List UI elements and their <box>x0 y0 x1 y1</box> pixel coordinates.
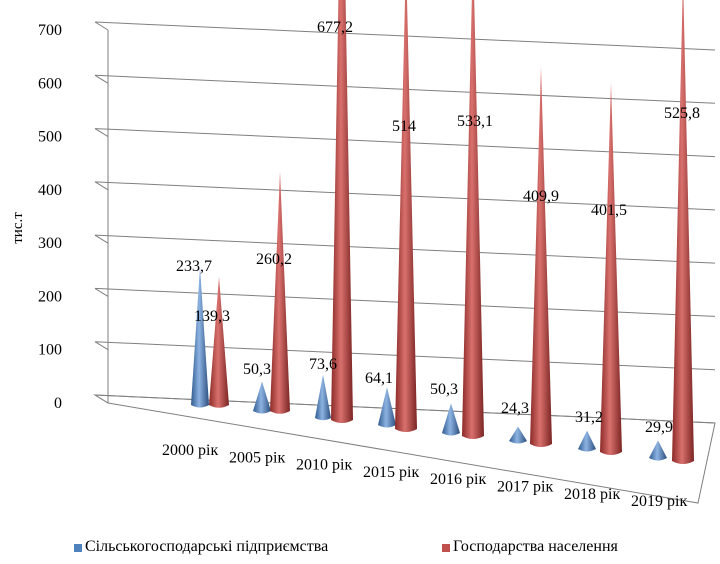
data-label-series-2: 260,2 <box>256 251 292 268</box>
data-label-series-1: 50,3 <box>243 361 271 378</box>
cone-series-2 <box>395 0 417 433</box>
floor-outline <box>93 394 716 504</box>
category-label: 2005 рік <box>229 449 285 466</box>
cone-series-2 <box>530 66 552 448</box>
data-label-series-2: 514 <box>392 118 416 135</box>
y-tick-label: 400 <box>38 182 62 199</box>
legend-swatch-blue <box>74 544 82 552</box>
y-tick-label: 600 <box>38 75 62 92</box>
category-label: 2000 рік <box>162 442 218 459</box>
category-labels: 2000 рік 2005 рік 2010 рік 2015 рік 2016 рік… <box>162 442 687 510</box>
gridline-side <box>94 128 109 137</box>
legend: Сільськогосподарські підприємства Господ… <box>0 538 720 562</box>
category-label: 2016 рік <box>430 471 486 488</box>
y-tick-labels: 0 100 200 300 400 500 600 700 <box>38 22 62 412</box>
cone-series-2 <box>672 0 694 465</box>
data-label-series-1: 233,7 <box>176 258 212 275</box>
gridline-side <box>94 288 109 297</box>
data-label-series-1: 64,1 <box>365 370 393 387</box>
cone-series-2 <box>209 276 229 408</box>
cones <box>191 0 694 465</box>
cone-series-2 <box>331 0 353 424</box>
category-label: 2018 рік <box>564 486 620 503</box>
data-label-series-1: 24,3 <box>501 400 529 417</box>
category-label: 2019 рік <box>631 493 687 510</box>
cone-series-2 <box>600 82 622 456</box>
y-tick-label: 100 <box>38 342 62 359</box>
category-label: 2017 рік <box>497 479 553 496</box>
data-label-series-2: 677,2 <box>317 19 353 36</box>
data-label-series-1: 29,9 <box>645 419 673 436</box>
cone-series-1 <box>315 374 331 421</box>
data-label-series-2: 401,5 <box>591 202 627 219</box>
cone-series-1 <box>378 387 396 428</box>
y-axis-label: тис.т <box>10 212 26 244</box>
data-label-series-2: 409,9 <box>523 188 559 205</box>
y-tick-label: 700 <box>38 22 62 39</box>
gridline-side <box>94 21 109 31</box>
category-label: 2010 рік <box>296 457 352 474</box>
data-label-series-1: 50,3 <box>430 381 458 398</box>
cone-series-1 <box>442 403 460 436</box>
data-label-series-2: 525,8 <box>664 105 700 122</box>
data-labels: 233,7 139,3 50,3 260,2 73,6 677,2 64,1 514 50,3 5… <box>176 19 700 436</box>
legend-label: Сільськогосподарські підприємства <box>85 538 329 555</box>
gridline-side <box>94 181 109 191</box>
y-tick-label: 200 <box>38 288 62 305</box>
cone-series-2 <box>462 0 484 440</box>
legend-swatch-red <box>442 544 450 552</box>
legend-item-series-2: Господарства населення <box>442 538 618 556</box>
y-tick-label: 300 <box>38 235 62 252</box>
cone-series-1 <box>578 430 596 452</box>
cone-series-1 <box>191 267 209 408</box>
y-tick-label: 500 <box>38 129 62 146</box>
cone-series-1 <box>649 440 667 461</box>
y-tick-label: 0 <box>54 395 62 412</box>
data-label-series-2: 533,1 <box>457 113 493 130</box>
category-label: 2015 рік <box>363 464 419 481</box>
gridline-side <box>94 341 109 351</box>
cone-series-2 <box>270 171 290 414</box>
chart: 0 100 200 300 400 500 600 700 233,7 139,3 50,3 260… <box>10 0 716 510</box>
data-label-series-1: 31,2 <box>575 409 603 426</box>
axes <box>93 30 716 504</box>
gridline-side <box>94 234 109 244</box>
data-label-series-2: 139,3 <box>194 308 230 325</box>
legend-label: Господарства населення <box>453 538 618 555</box>
data-label-series-1: 73,6 <box>309 356 337 373</box>
cone-series-1 <box>253 381 271 414</box>
gridline-side <box>94 74 109 84</box>
cone-series-1 <box>509 426 527 444</box>
legend-item-series-1: Сільськогосподарські підприємства <box>74 538 328 556</box>
